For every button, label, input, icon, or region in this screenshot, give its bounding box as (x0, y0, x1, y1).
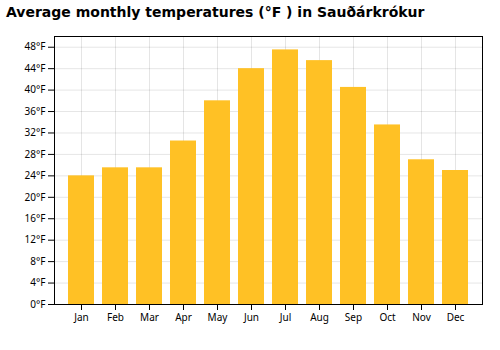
svg-text:12°F: 12°F (25, 232, 46, 246)
svg-text:Jul: Jul (279, 310, 292, 324)
svg-text:48°F: 48°F (25, 39, 46, 53)
svg-text:20°F: 20°F (25, 190, 46, 204)
svg-text:Nov: Nov (412, 310, 431, 324)
svg-text:8°F: 8°F (30, 254, 45, 268)
svg-text:Jun: Jun (243, 310, 259, 324)
svg-text:4°F: 4°F (30, 275, 45, 289)
svg-text:Jan: Jan (73, 310, 89, 324)
svg-text:36°F: 36°F (25, 104, 46, 118)
svg-text:40°F: 40°F (25, 82, 46, 96)
svg-text:24°F: 24°F (25, 168, 46, 182)
svg-text:May: May (208, 310, 229, 324)
svg-text:Mar: Mar (140, 310, 159, 324)
svg-text:28°F: 28°F (25, 147, 46, 161)
svg-text:32°F: 32°F (25, 125, 46, 139)
svg-text:Sep: Sep (345, 310, 362, 324)
svg-text:Dec: Dec (447, 310, 465, 324)
svg-text:0°F: 0°F (30, 297, 45, 311)
svg-text:Aug: Aug (310, 310, 329, 324)
html-text:Average monthly temperatures (: Average monthly temperatures (°F ) in Sa… (6, 4, 425, 20)
svg-text:44°F: 44°F (25, 61, 46, 75)
svg-text:Apr: Apr (175, 310, 192, 324)
svg-text:Feb: Feb (107, 310, 124, 324)
svg-text:16°F: 16°F (25, 211, 46, 225)
svg-text:Oct: Oct (379, 310, 396, 324)
